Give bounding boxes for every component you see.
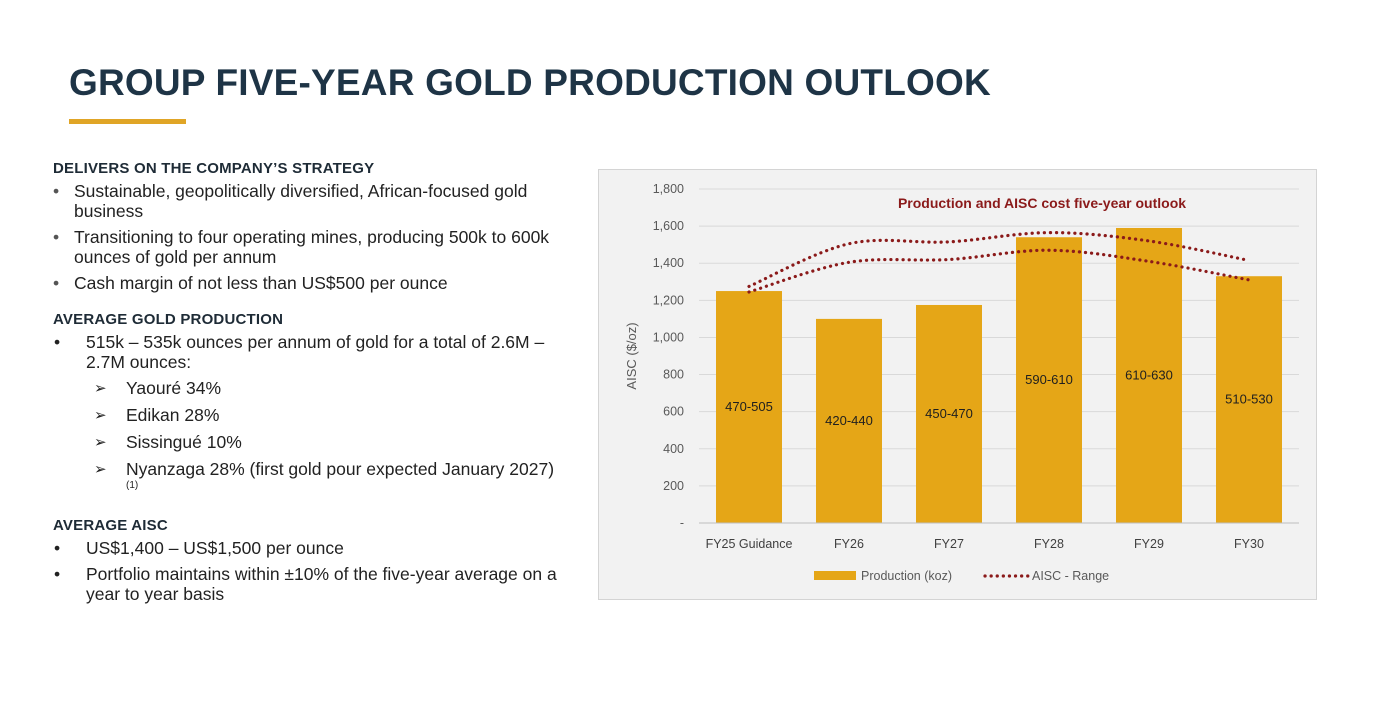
y-tick-label: 1,400 [653,256,684,270]
left-text-panel: DELIVERS ON THE COMPANY’S STRATEGY Susta… [53,160,563,622]
bar-data-label: 450-470 [925,406,973,421]
production-bullet: 515k – 535k ounces per annum of gold for… [53,332,563,372]
aisc-section: AVERAGE AISC US$1,400 – US$1,500 per oun… [53,517,563,604]
x-tick-label: FY26 [834,537,864,551]
bar-data-label: 510-530 [1225,392,1273,407]
strategy-section: DELIVERS ON THE COMPANY’S STRATEGY Susta… [53,160,563,293]
mine-item-edikan: Edikan 28% [53,405,563,425]
bar-data-label: 420-440 [825,413,873,428]
bar [916,304,982,523]
production-section: AVERAGE GOLD PRODUCTION 515k – 535k ounc… [53,311,563,499]
title-underline [69,119,186,124]
chart-title: Production and AISC cost five-year outlo… [898,195,1186,211]
aisc-bullet: US$1,400 – US$1,500 per ounce [53,538,563,558]
aisc-heading: AVERAGE AISC [53,517,168,534]
y-tick-label: 200 [663,479,684,493]
chart-panel: - 200 400 600 800 1,000 1,200 1,400 1,600 1,800 AI… [598,169,1317,600]
bar-data-label: 470-505 [725,399,773,414]
bar-data-label: 590-610 [1025,372,1073,387]
bar-data-label: 610-630 [1125,367,1173,382]
legend-swatch-production [814,571,856,580]
strategy-bullet: Sustainable, geopolitically diversified,… [53,181,563,221]
x-tick-label: FY28 [1034,537,1064,551]
production-list: 515k – 535k ounces per annum of gold for… [53,332,563,499]
x-tick-label: FY30 [1234,537,1264,551]
footnote-marker: (1) [126,480,139,492]
mine-item-sissingue: Sissingué 10% [53,432,563,452]
strategy-list: Sustainable, geopolitically diversified,… [53,181,563,293]
y-tick-label: 800 [663,368,684,382]
bar [716,291,782,523]
y-tick-label: 600 [663,405,684,419]
bar [1216,276,1282,523]
legend-label-aisc: AISC - Range [1032,569,1109,583]
legend-label-production: Production (koz) [861,569,952,583]
y-axis-label: AISC ($/oz) [624,322,639,389]
y-tick-label: 1,000 [653,330,684,344]
strategy-heading: DELIVERS ON THE COMPANY’S STRATEGY [53,160,375,177]
x-tick-label: FY25 Guidance [706,537,793,551]
x-tick-label: FY29 [1134,537,1164,551]
y-tick-label: - [680,516,684,530]
production-heading: AVERAGE GOLD PRODUCTION [53,311,284,328]
mine-item-nyanzaga: Nyanzaga 28% (first gold pour expected J… [53,459,563,499]
page-title: GROUP FIVE-YEAR GOLD PRODUCTION OUTLOOK [69,62,991,103]
bar [1016,237,1082,523]
mine-item-nyanzaga-text: Nyanzaga 28% (first gold pour expected J… [126,459,555,479]
y-tick-label: 1,600 [653,219,684,233]
mine-item-yaoure: Yaouré 34% [53,378,563,398]
strategy-bullet: Transitioning to four operating mines, p… [53,227,563,267]
aisc-list: US$1,400 – US$1,500 per ounce Portfolio … [53,538,563,604]
bar [816,318,882,523]
strategy-bullet: Cash margin of not less than US$500 per … [53,273,563,293]
x-tick-label: FY27 [934,537,964,551]
aisc-bullet: Portfolio maintains within ±10% of the f… [53,564,563,604]
bar [1116,227,1182,523]
y-tick-label: 1,200 [653,293,684,307]
aisc-range-upper-line [747,231,1251,289]
y-tick-label: 1,800 [653,182,684,196]
aisc-range-lower-line [747,248,1251,294]
production-aisc-chart: - 200 400 600 800 1,000 1,200 1,400 1,600 1,800 AI… [624,182,1299,583]
y-tick-label: 400 [663,442,684,456]
